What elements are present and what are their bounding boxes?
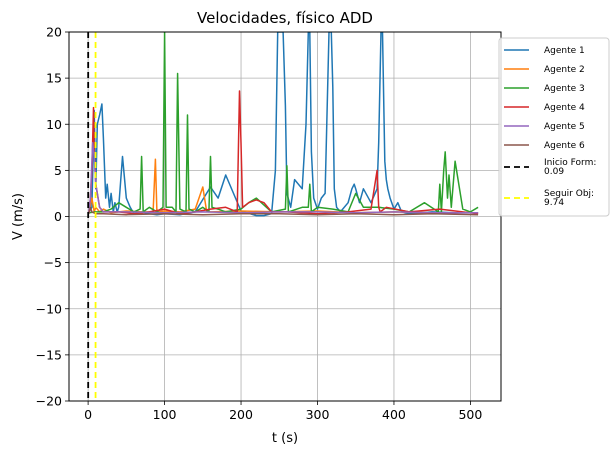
- x-tick-label: 200: [229, 407, 253, 422]
- x-tick-label: 500: [458, 407, 482, 422]
- series-line-agente-1: [88, 32, 479, 217]
- legend-label: Agente 5: [544, 122, 585, 132]
- y-tick-label: −10: [36, 301, 62, 316]
- x-axis-label: t (s): [272, 431, 298, 446]
- legend-label: Inicio Form:: [544, 158, 596, 168]
- axis-ticks: 0 100 200 300 400 500 −20 −15 −10 −5 0 5 10 15 20: [36, 25, 483, 423]
- legend-label: 9.74: [544, 198, 564, 208]
- legend-label: Seguir Obj:: [544, 189, 594, 199]
- y-tick-label: 20: [46, 25, 62, 40]
- x-tick-label: 400: [382, 407, 406, 422]
- chart-title: Velocidades, físico ADD: [197, 9, 373, 27]
- y-tick-label: 10: [46, 117, 62, 132]
- x-tick-label: 300: [306, 407, 330, 422]
- legend-label: 0.09: [544, 167, 564, 177]
- y-tick-label: 15: [46, 71, 62, 86]
- series-line-agente-5: [88, 141, 479, 214]
- legend-label: Agente 6: [544, 141, 585, 151]
- legend: Agente 1 Agente 2 Agente 3 Agente 4 Agente 5…: [498, 37, 610, 217]
- legend-label: Agente 3: [544, 84, 585, 94]
- legend-box: [498, 37, 610, 217]
- series-line-agente-6: [88, 206, 479, 216]
- y-axis-label: V (m/s): [11, 193, 26, 240]
- x-tick-label: 0: [84, 407, 92, 422]
- y-tick-label: −15: [36, 347, 62, 362]
- y-tick-label: 5: [54, 163, 62, 178]
- legend-label: Agente 2: [544, 65, 585, 75]
- y-tick-label: −5: [44, 255, 62, 270]
- legend-label: Agente 4: [544, 103, 585, 113]
- legend-label: Agente 1: [544, 46, 585, 56]
- series-line-agente-4: [88, 90, 479, 215]
- y-tick-label: −20: [36, 394, 62, 409]
- plot-area: [87, 32, 479, 401]
- y-tick-label: 0: [54, 209, 62, 224]
- x-tick-label: 100: [153, 407, 177, 422]
- plot-frame: [68, 31, 502, 402]
